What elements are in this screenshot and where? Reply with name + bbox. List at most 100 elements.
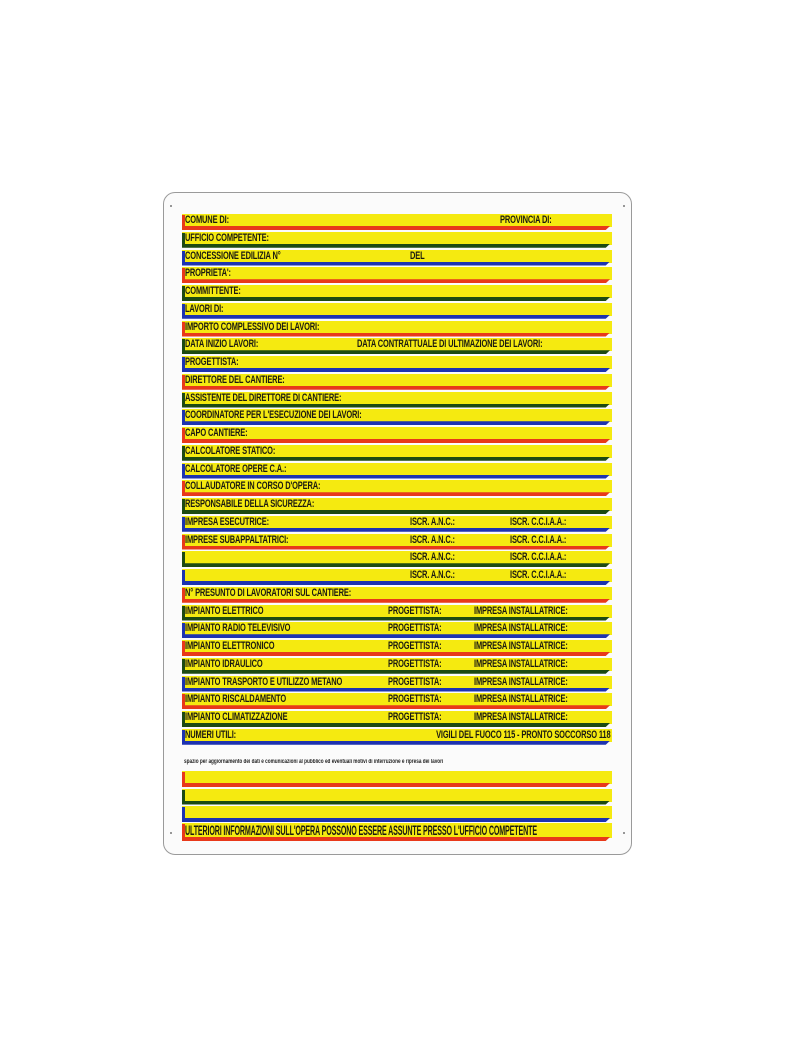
field-label: VIGILI DEL FUOCO 115 - PRONTO SOCCORSO 1… xyxy=(435,728,611,741)
color-stripe xyxy=(182,350,610,355)
yellow-band xyxy=(182,267,612,281)
mounting-hole xyxy=(170,832,172,834)
yellow-band xyxy=(182,823,612,838)
sign-row: IMPRESE SUBAPPALTATRICI: ISCR. A.N.C.: ISC… xyxy=(182,533,612,551)
yellow-band xyxy=(182,693,612,707)
color-edge xyxy=(182,463,185,478)
sign-row: LAVORI DI: xyxy=(182,302,612,320)
field-label: ISCR. A.N.C.: xyxy=(410,515,455,528)
yellow-band xyxy=(182,409,612,423)
sign-row: UFFICIO COMPETENTE: xyxy=(182,231,612,249)
color-stripe xyxy=(182,510,610,514)
color-stripe xyxy=(182,837,610,841)
sign-row: NUMERI UTILI: VIGILI DEL FUOCO 115 - PRON… xyxy=(182,728,612,746)
field-label: LAVORI DI: xyxy=(185,302,224,315)
field-label: PROPRIETA': xyxy=(185,267,231,280)
field-label: PROGETTISTA: xyxy=(388,693,442,706)
field-label: CALCOLATORE OPERE C.A.: xyxy=(185,462,287,475)
field-label: PROGETTISTA: xyxy=(185,356,239,368)
sign-row: N° PRESUNTO DI LAVORATORI SUL CANTIERE: xyxy=(182,586,612,604)
color-stripe xyxy=(182,563,610,568)
sign-row: CAPO CANTIERE: xyxy=(182,427,612,444)
field-label: DATA CONTRATTUALE DI ULTIMAZIONE DEI LAV… xyxy=(357,338,543,351)
color-stripe xyxy=(182,723,610,727)
color-stripe xyxy=(182,492,610,497)
sign-row: IMPIANTO ELETTRICO PROGETTISTA: IMPRESA IN… xyxy=(182,604,612,622)
yellow-band xyxy=(182,569,612,582)
field-label: NUMERI UTILI: xyxy=(185,728,237,741)
yellow-band xyxy=(182,788,612,802)
sign-row: PROGETTISTA: xyxy=(182,356,612,373)
color-stripe xyxy=(182,297,610,301)
color-edge xyxy=(182,339,185,354)
mounting-hole xyxy=(623,832,625,834)
color-edge xyxy=(182,641,185,655)
field-label: ASSISTENTE DEL DIRETTORE DI CANTIERE: xyxy=(185,391,342,404)
field-label: PROGETTISTA: xyxy=(388,622,442,635)
field-label: PROGETTISTA: xyxy=(388,711,442,723)
color-stripe xyxy=(182,783,610,787)
color-stripe xyxy=(182,456,610,461)
color-edge xyxy=(182,321,185,336)
color-stripe xyxy=(182,818,610,822)
mounting-hole xyxy=(170,205,172,207)
blank-row xyxy=(182,771,612,788)
field-label: IMPRESA INSTALLATRICE: xyxy=(474,640,568,652)
color-stripe xyxy=(182,439,610,443)
sign-row: RESPONSABILE DELLA SICUREZZA: xyxy=(182,498,612,515)
field-label: COLLAUDATORE IN CORSO D'OPERA: xyxy=(185,480,321,493)
footer-row: ULTERIORI INFORMAZIONI SULL'OPERA POSSON… xyxy=(182,823,612,841)
color-edge xyxy=(182,303,185,318)
field-label: COMMITTENTE: xyxy=(185,285,241,297)
sign-row: IMPORTO COMPLESSIVO DEI LAVORI: xyxy=(182,320,612,338)
color-edge xyxy=(182,807,185,821)
yellow-band xyxy=(182,728,612,742)
sign-row: IMPIANTO TRASPORTO E UTILIZZO METANO PROG… xyxy=(182,675,612,693)
field-label: DIRETTORE DEL CANTIERE: xyxy=(185,373,285,386)
yellow-band xyxy=(182,771,612,784)
field-label: DATA INIZIO LAVORI: xyxy=(185,338,259,351)
color-edge xyxy=(182,676,185,691)
blank-row xyxy=(182,788,612,806)
color-edge xyxy=(182,712,185,726)
color-edge xyxy=(182,357,185,371)
sign-row: IMPIANTO RISCALDAMENTO PROGETTISTA: IMPRES… xyxy=(182,693,612,710)
field-label: CONCESSIONE EDILIZIA N° xyxy=(185,249,281,262)
update-space-caption: spazio per aggiornamento dei dati e comu… xyxy=(184,759,444,765)
sign-row: IMPIANTO RADIO TELEVISIVO PROGETTISTA: IMP… xyxy=(182,622,612,639)
yellow-band xyxy=(182,675,612,689)
sign-row: ISCR. A.N.C.: ISCR. C.C.I.A.A.: xyxy=(182,551,612,568)
color-edge xyxy=(182,481,185,496)
color-edge xyxy=(182,428,185,442)
field-label: IMPIANTO RADIO TELEVISIVO xyxy=(185,622,291,635)
color-edge xyxy=(182,516,185,531)
field-label: IMPRESA INSTALLATRICE: xyxy=(474,711,568,723)
color-edge xyxy=(182,658,185,673)
yellow-band xyxy=(182,356,612,369)
field-label: PROGETTISTA: xyxy=(388,675,442,688)
field-label: PROVINCIA DI: xyxy=(500,214,552,226)
field-label: IMPORTO COMPLESSIVO DEI LAVORI: xyxy=(185,320,320,333)
yellow-band xyxy=(182,249,612,263)
color-stripe xyxy=(182,652,610,656)
yellow-band xyxy=(182,551,612,565)
yellow-band xyxy=(182,444,612,458)
color-edge xyxy=(182,499,185,513)
yellow-band xyxy=(182,533,612,547)
field-label: IMPRESA INSTALLATRICE: xyxy=(474,693,568,706)
sign-row: IMPRESA ESECUTRICE: ISCR. A.N.C.: ISCR. C.… xyxy=(182,515,612,533)
yellow-band xyxy=(182,214,612,227)
color-edge xyxy=(182,445,185,460)
yellow-band xyxy=(182,806,612,819)
color-stripe xyxy=(182,634,610,639)
field-label: CAPO CANTIERE: xyxy=(185,427,248,439)
color-edge xyxy=(182,623,185,638)
sign-row: IMPIANTO ELETTRONICO PROGETTISTA: IMPRESA … xyxy=(182,640,612,657)
yellow-band xyxy=(182,515,612,529)
yellow-band xyxy=(182,657,612,671)
color-edge xyxy=(182,694,185,709)
color-stripe xyxy=(182,527,610,532)
field-label: PROGETTISTA: xyxy=(388,640,442,652)
field-label: ISCR. C.C.I.A.A.: xyxy=(510,551,567,564)
color-edge xyxy=(182,286,185,300)
